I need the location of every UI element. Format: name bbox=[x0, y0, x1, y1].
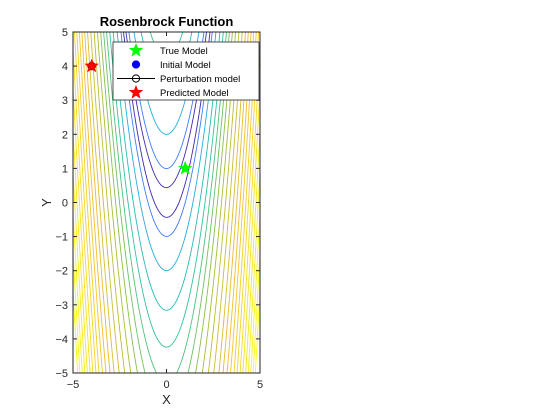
y-axis-label: Y bbox=[39, 198, 54, 207]
legend: True Model Initial Model Perturbation mode… bbox=[112, 41, 260, 101]
marker-layer bbox=[84, 58, 193, 175]
tick-layer: −5 0 5 −5 −4 −3 −2 −1 0 1 2 3 4 5 bbox=[55, 27, 263, 391]
y-tick-label: 2 bbox=[62, 129, 68, 141]
legend-symbol-initial-model bbox=[131, 60, 141, 69]
x-tick-label: 5 bbox=[257, 379, 263, 391]
contour-line bbox=[84, 32, 249, 373]
contour-line bbox=[93, 32, 240, 373]
y-tick-label: 0 bbox=[62, 198, 68, 210]
y-tick-label: −2 bbox=[55, 266, 68, 278]
contour-line bbox=[90, 32, 243, 373]
x-tick-label: 0 bbox=[163, 379, 169, 391]
contour-line bbox=[73, 212, 260, 373]
x-axis-label: X bbox=[162, 392, 171, 407]
y-tick-label: −5 bbox=[55, 368, 68, 380]
contour-line bbox=[73, 88, 260, 373]
predicted-model-marker bbox=[84, 58, 100, 73]
x-tick-label: −5 bbox=[67, 379, 80, 391]
contour-line bbox=[73, 170, 260, 373]
contour-line bbox=[73, 251, 260, 373]
y-tick-label: 1 bbox=[62, 163, 68, 175]
legend-label-true-model: True Model bbox=[160, 46, 208, 57]
legend-symbol-predicted-model bbox=[128, 84, 144, 99]
contour-line bbox=[100, 32, 233, 373]
legend-label-predicted-model: Predicted Model bbox=[160, 88, 229, 99]
contour-line bbox=[73, 289, 260, 373]
true-model-marker bbox=[177, 160, 193, 175]
y-tick-label: 5 bbox=[62, 27, 68, 39]
y-tick-label: −3 bbox=[55, 300, 68, 312]
legend-label-initial-model: Initial Model bbox=[160, 60, 211, 71]
y-tick-label: −4 bbox=[55, 334, 68, 346]
chart-title: Rosenbrock Function bbox=[100, 14, 234, 29]
legend-symbol-perturbation-model bbox=[131, 74, 141, 83]
y-tick-label: 3 bbox=[62, 95, 68, 107]
contour-line bbox=[73, 131, 260, 373]
legend-label-perturbation-model: Perturbation model bbox=[160, 74, 240, 85]
contour-line bbox=[73, 48, 260, 373]
y-tick-label: 4 bbox=[62, 61, 68, 73]
legend-symbol-true-model bbox=[128, 42, 144, 57]
y-tick-label: −1 bbox=[55, 232, 68, 244]
